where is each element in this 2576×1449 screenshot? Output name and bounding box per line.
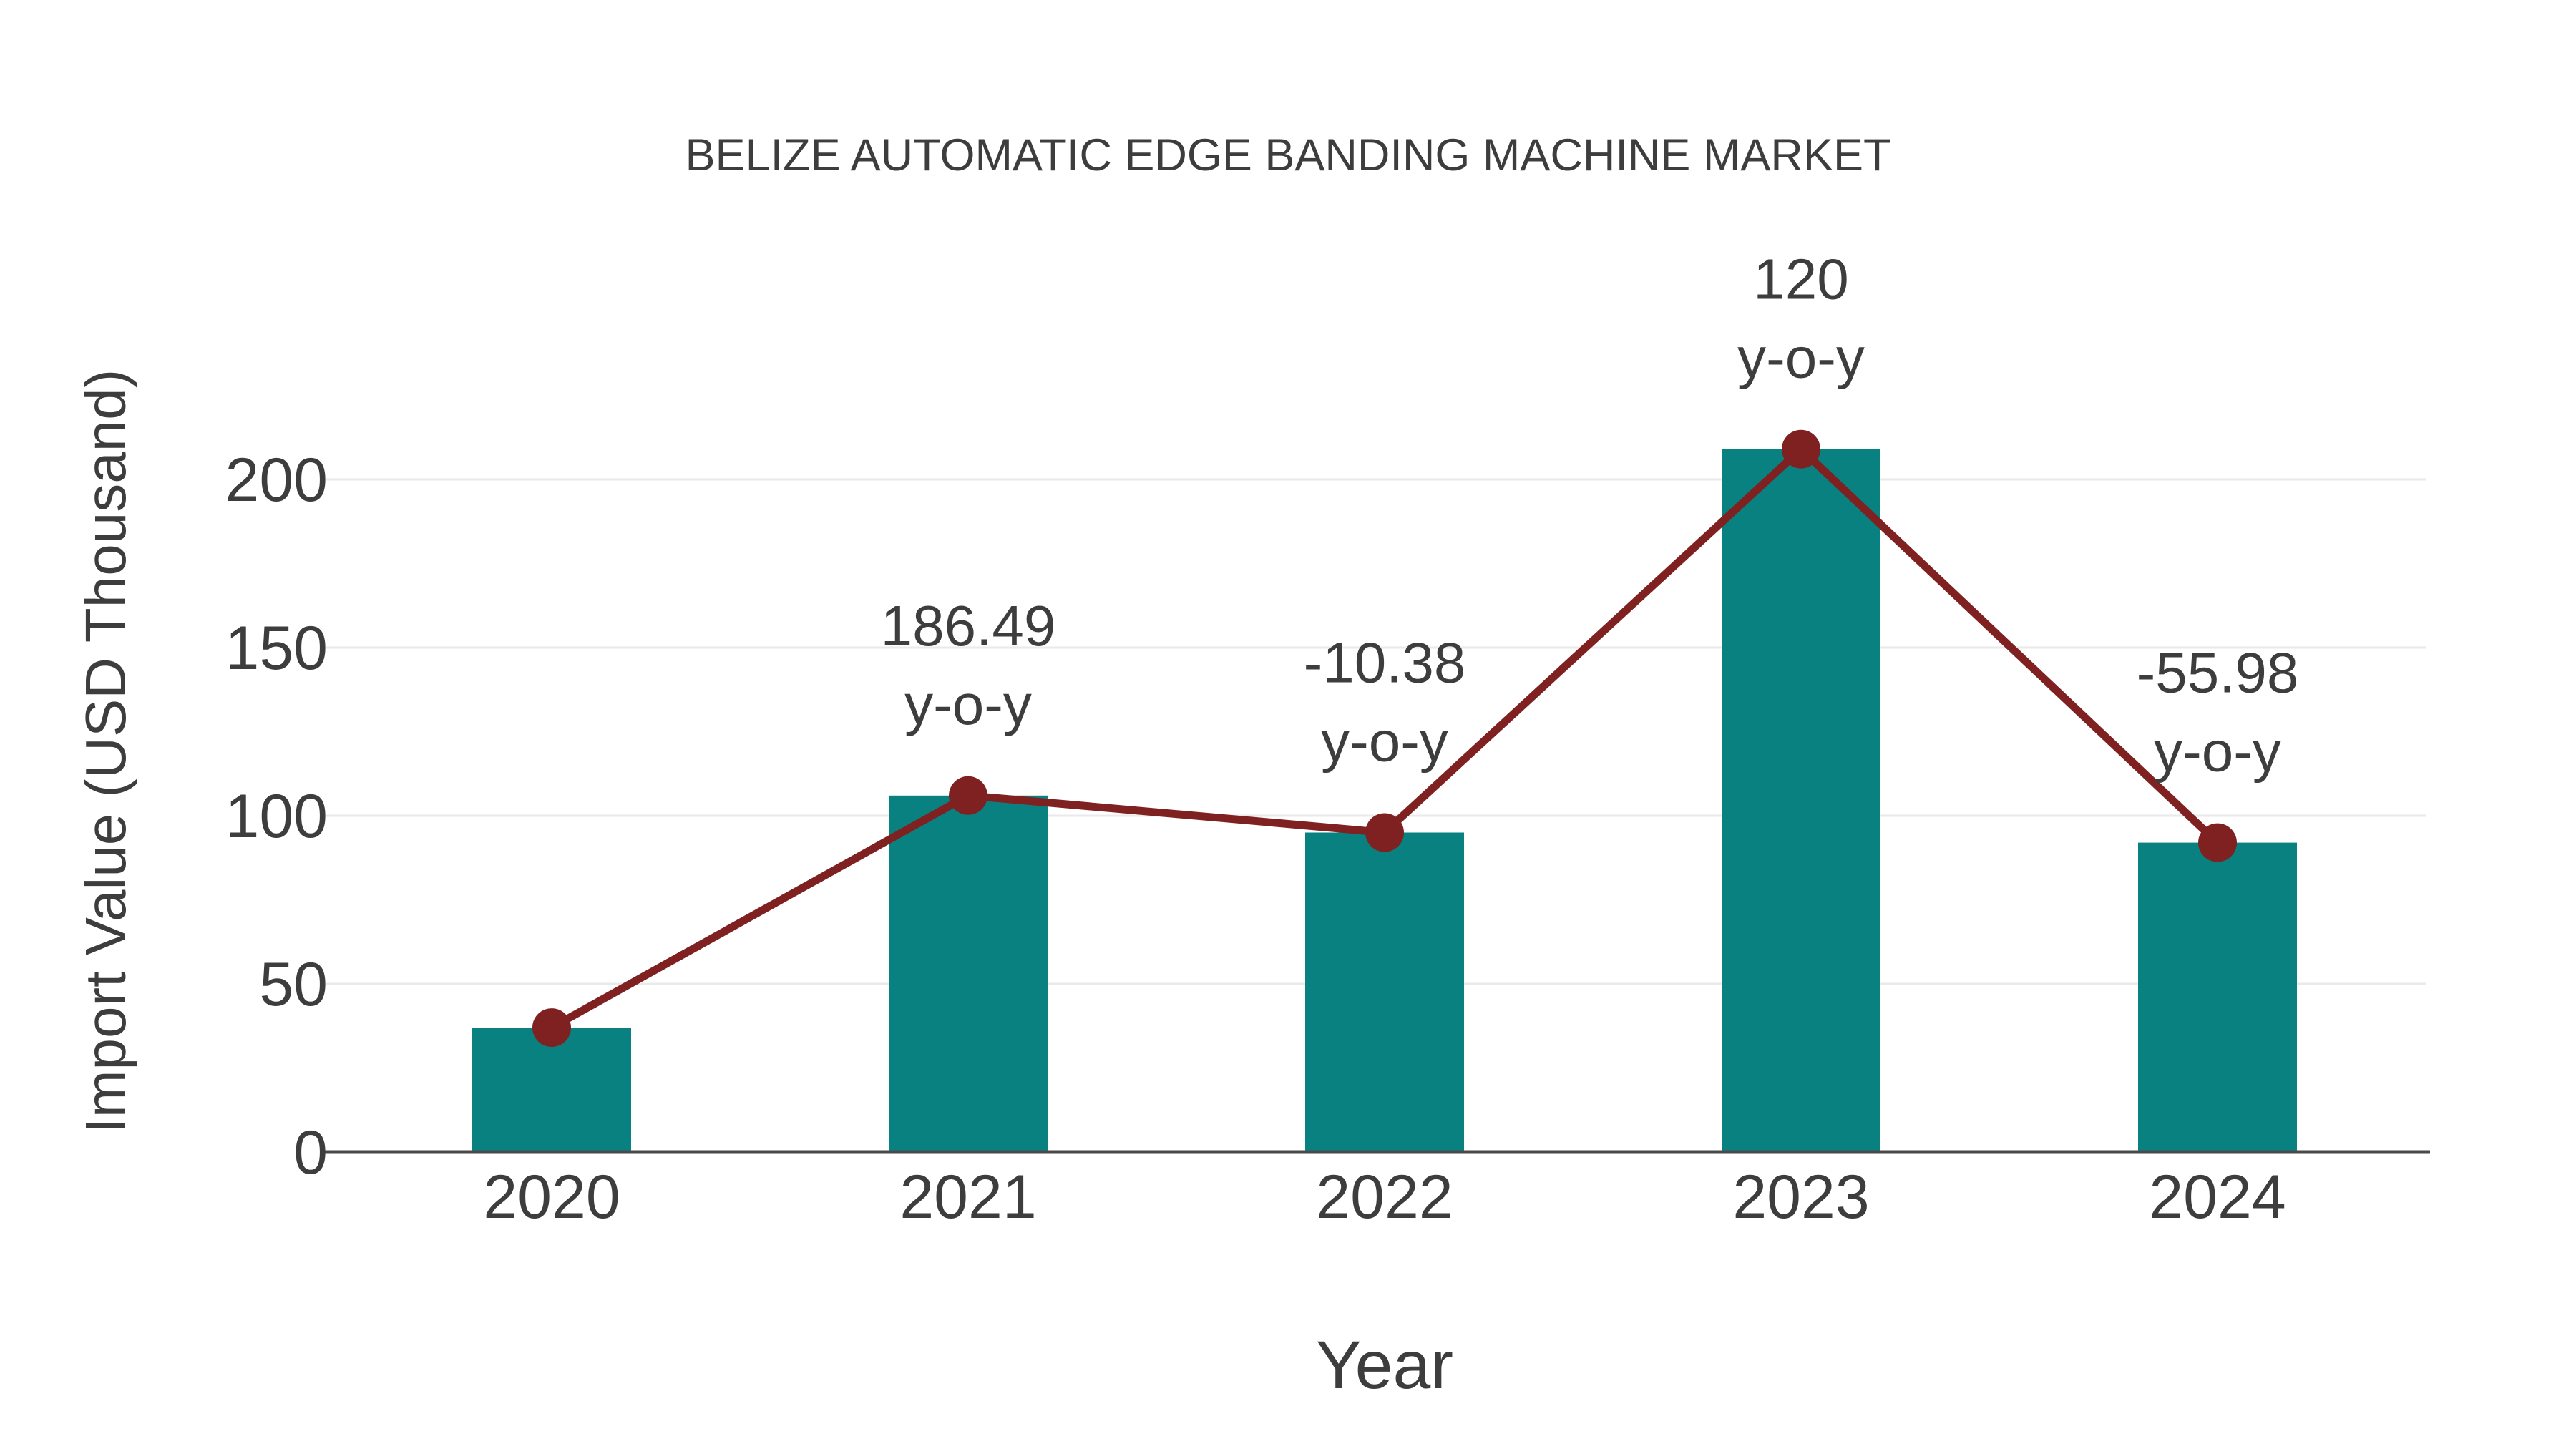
x-tick-label-2023: 2023 [1732, 1163, 1869, 1231]
x-tick-label-2024: 2024 [2149, 1163, 2285, 1231]
x-axis-title: Year [1316, 1327, 1453, 1403]
bar-2023 [1722, 449, 1880, 1152]
annotation-suffix-2023: y-o-y [1737, 326, 1865, 390]
bar-2020 [472, 1028, 631, 1152]
annotation-suffix-2021: y-o-y [904, 673, 1032, 736]
y-tick-label-50: 50 [259, 950, 328, 1019]
annotation-suffix-2022: y-o-y [1321, 710, 1448, 774]
annotation-suffix-2024: y-o-y [2154, 720, 2281, 784]
marker-2023 [1782, 429, 1820, 469]
marker-2024 [2198, 823, 2237, 862]
y-tick-label-150: 150 [225, 614, 328, 683]
marker-2020 [532, 1008, 571, 1048]
plot-area: 0 50 100 150 200 2020 2021 2022 2023 2024 186.49 y-… [225, 248, 2430, 1231]
x-tick-label-2022: 2022 [1316, 1163, 1453, 1231]
bar-2022 [1305, 832, 1464, 1152]
marker-2022 [1365, 813, 1404, 852]
chart-title: BELIZE AUTOMATIC EDGE BANDING MACHINE MA… [686, 130, 1891, 180]
x-tick-label-2021: 2021 [899, 1163, 1036, 1231]
bar-2021 [889, 795, 1048, 1152]
y-tick-label-0: 0 [293, 1118, 328, 1187]
y-tick-label-100: 100 [225, 782, 328, 851]
marker-2021 [949, 776, 987, 815]
annotation-value-2024: -55.98 [2137, 641, 2299, 705]
x-tick-label-2020: 2020 [483, 1163, 620, 1231]
y-axis-title: Import Value (USD Thousand) [74, 369, 137, 1134]
annotation-value-2022: -10.38 [1304, 631, 1466, 695]
bar-2024 [2138, 842, 2297, 1152]
y-tick-label-200: 200 [225, 446, 328, 514]
annotation-value-2021: 186.49 [881, 594, 1056, 658]
annotation-value-2023: 120 [1753, 248, 1848, 311]
